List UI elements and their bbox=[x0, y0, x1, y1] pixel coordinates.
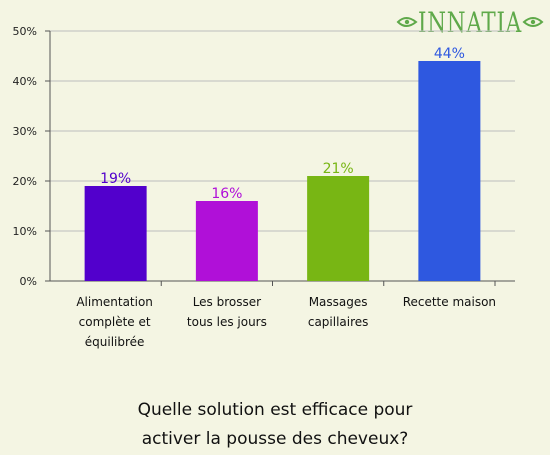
y-tick-label: 10% bbox=[13, 225, 37, 238]
y-tick-label: 20% bbox=[13, 175, 37, 188]
innatia-logo: INNATIA bbox=[396, 6, 544, 39]
logo-leaf-dot-icon bbox=[530, 19, 536, 25]
x-tick-label: Recette maison bbox=[403, 295, 496, 309]
y-tick-label: 30% bbox=[13, 125, 37, 138]
x-tick-label: tous les jours bbox=[187, 315, 267, 329]
bar bbox=[307, 176, 370, 281]
data-label: 21% bbox=[323, 161, 354, 177]
bar bbox=[195, 201, 258, 281]
chart-title-line-2: activer la pousse des cheveux? bbox=[141, 429, 409, 449]
x-tick-label: Alimentation bbox=[76, 295, 153, 309]
data-label: 16% bbox=[211, 186, 242, 202]
bar bbox=[84, 186, 147, 281]
logo-leaf-icon bbox=[522, 17, 544, 27]
y-tick-label: 40% bbox=[13, 75, 37, 88]
data-label: 44% bbox=[434, 46, 465, 62]
x-tick-label: Les brosser bbox=[193, 295, 261, 309]
bar bbox=[418, 61, 481, 281]
logo-leaf-icon bbox=[396, 17, 418, 27]
data-label: 19% bbox=[100, 171, 131, 187]
x-tick-label: complète et bbox=[79, 315, 151, 329]
y-tick-label: 0% bbox=[20, 275, 37, 288]
logo-text: INNATIA bbox=[418, 6, 522, 39]
x-tick-label: capillaires bbox=[308, 315, 369, 329]
y-tick-label: 50% bbox=[13, 25, 37, 38]
logo-leaf-dot-icon bbox=[404, 19, 410, 25]
chart-title-line-1: Quelle solution est efficace pour bbox=[137, 400, 413, 420]
x-tick-label: équilibrée bbox=[85, 335, 145, 349]
x-tick-label: Massages bbox=[309, 295, 368, 309]
chart-title: Quelle solution est efficace pour active… bbox=[0, 396, 550, 454]
